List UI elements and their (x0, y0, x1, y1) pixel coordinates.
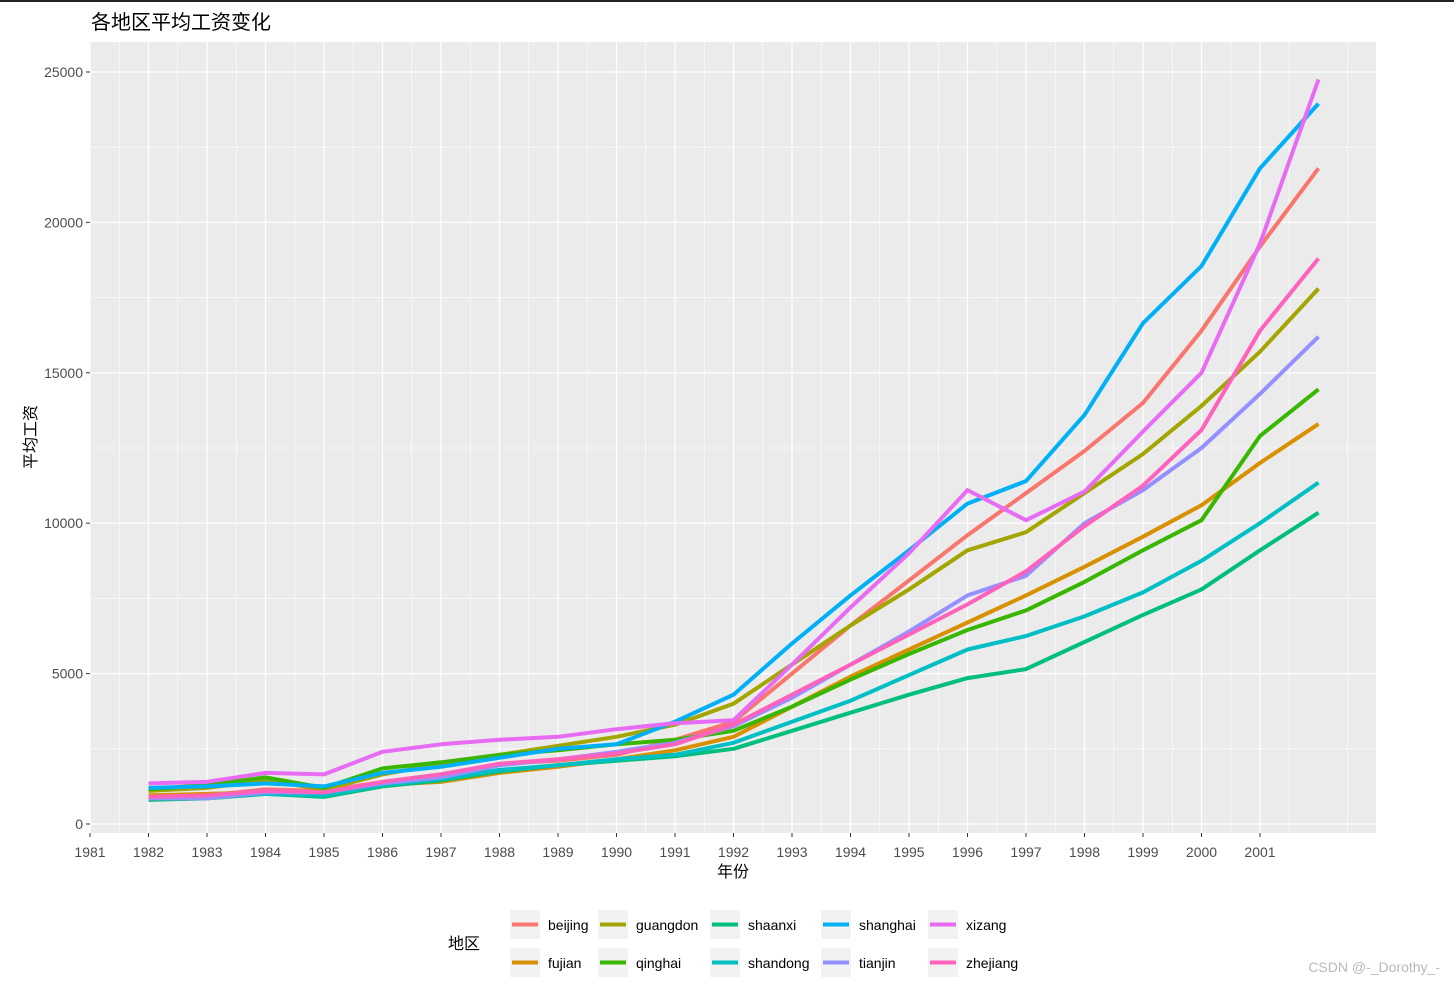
legend-label-tianjin: tianjin (859, 955, 896, 971)
legend-label-xizang: xizang (966, 917, 1006, 933)
x-tick-label: 1998 (1069, 844, 1100, 860)
x-tick-label: 1991 (659, 844, 690, 860)
x-tick-label: 1993 (776, 844, 807, 860)
series-line-guangdon (148, 287, 1320, 793)
x-tick-label: 1999 (1127, 844, 1158, 860)
x-tick-label: 1997 (1010, 844, 1041, 860)
y-tick-label: 15000 (44, 365, 83, 381)
legend-title: 地区 (448, 934, 480, 953)
legend-label-shandong: shandong (748, 955, 810, 971)
x-tick-label: 1988 (484, 844, 515, 860)
chart-title: 各地区平均工资变化 (91, 10, 271, 34)
x-tick-label: 1987 (425, 844, 456, 860)
top-border (0, 0, 1454, 2)
legend-label-shaanxi: shaanxi (748, 917, 796, 933)
x-axis-label: 年份 (717, 862, 749, 881)
legend-label-qinghai: qinghai (636, 955, 681, 971)
legend-label-fujian: fujian (548, 955, 581, 971)
x-tick-label: 1984 (250, 844, 281, 860)
legend-label-shanghai: shanghai (859, 917, 916, 933)
series-line-xizang (148, 78, 1321, 786)
y-tick-label: 10000 (44, 515, 83, 531)
x-tick-label: 2001 (1244, 844, 1275, 860)
series-line-zhejiang (148, 257, 1321, 799)
x-tick-label: 1983 (191, 844, 222, 860)
watermark: CSDN @-_Dorothy_- (1308, 959, 1440, 975)
y-tick-label: 25000 (44, 64, 83, 80)
x-tick-label: 1996 (952, 844, 983, 860)
x-tick-label: 1982 (133, 844, 164, 860)
series-line-shanghai (148, 102, 1320, 790)
x-tick-label: 1981 (74, 844, 105, 860)
series-line-shandong (148, 480, 1320, 801)
y-tick-label: 5000 (52, 666, 83, 682)
x-tick-label: 1994 (835, 844, 866, 860)
x-tick-label: 1992 (718, 844, 749, 860)
y-tick-label: 0 (75, 816, 83, 832)
x-tick-label: 1989 (542, 844, 573, 860)
legend-label-zhejiang: zhejiang (966, 955, 1018, 971)
x-tick-label: 1986 (367, 844, 398, 860)
y-axis-label: 平均工资 (21, 405, 40, 469)
y-tick-label: 20000 (44, 214, 83, 230)
x-tick-label: 1990 (601, 844, 632, 860)
x-tick-label: 2000 (1186, 844, 1217, 860)
x-tick-label: 1985 (308, 844, 339, 860)
legend-label-beijing: beijing (548, 917, 588, 933)
x-tick-label: 1995 (893, 844, 924, 860)
legend-label-guangdon: guangdon (636, 917, 698, 933)
